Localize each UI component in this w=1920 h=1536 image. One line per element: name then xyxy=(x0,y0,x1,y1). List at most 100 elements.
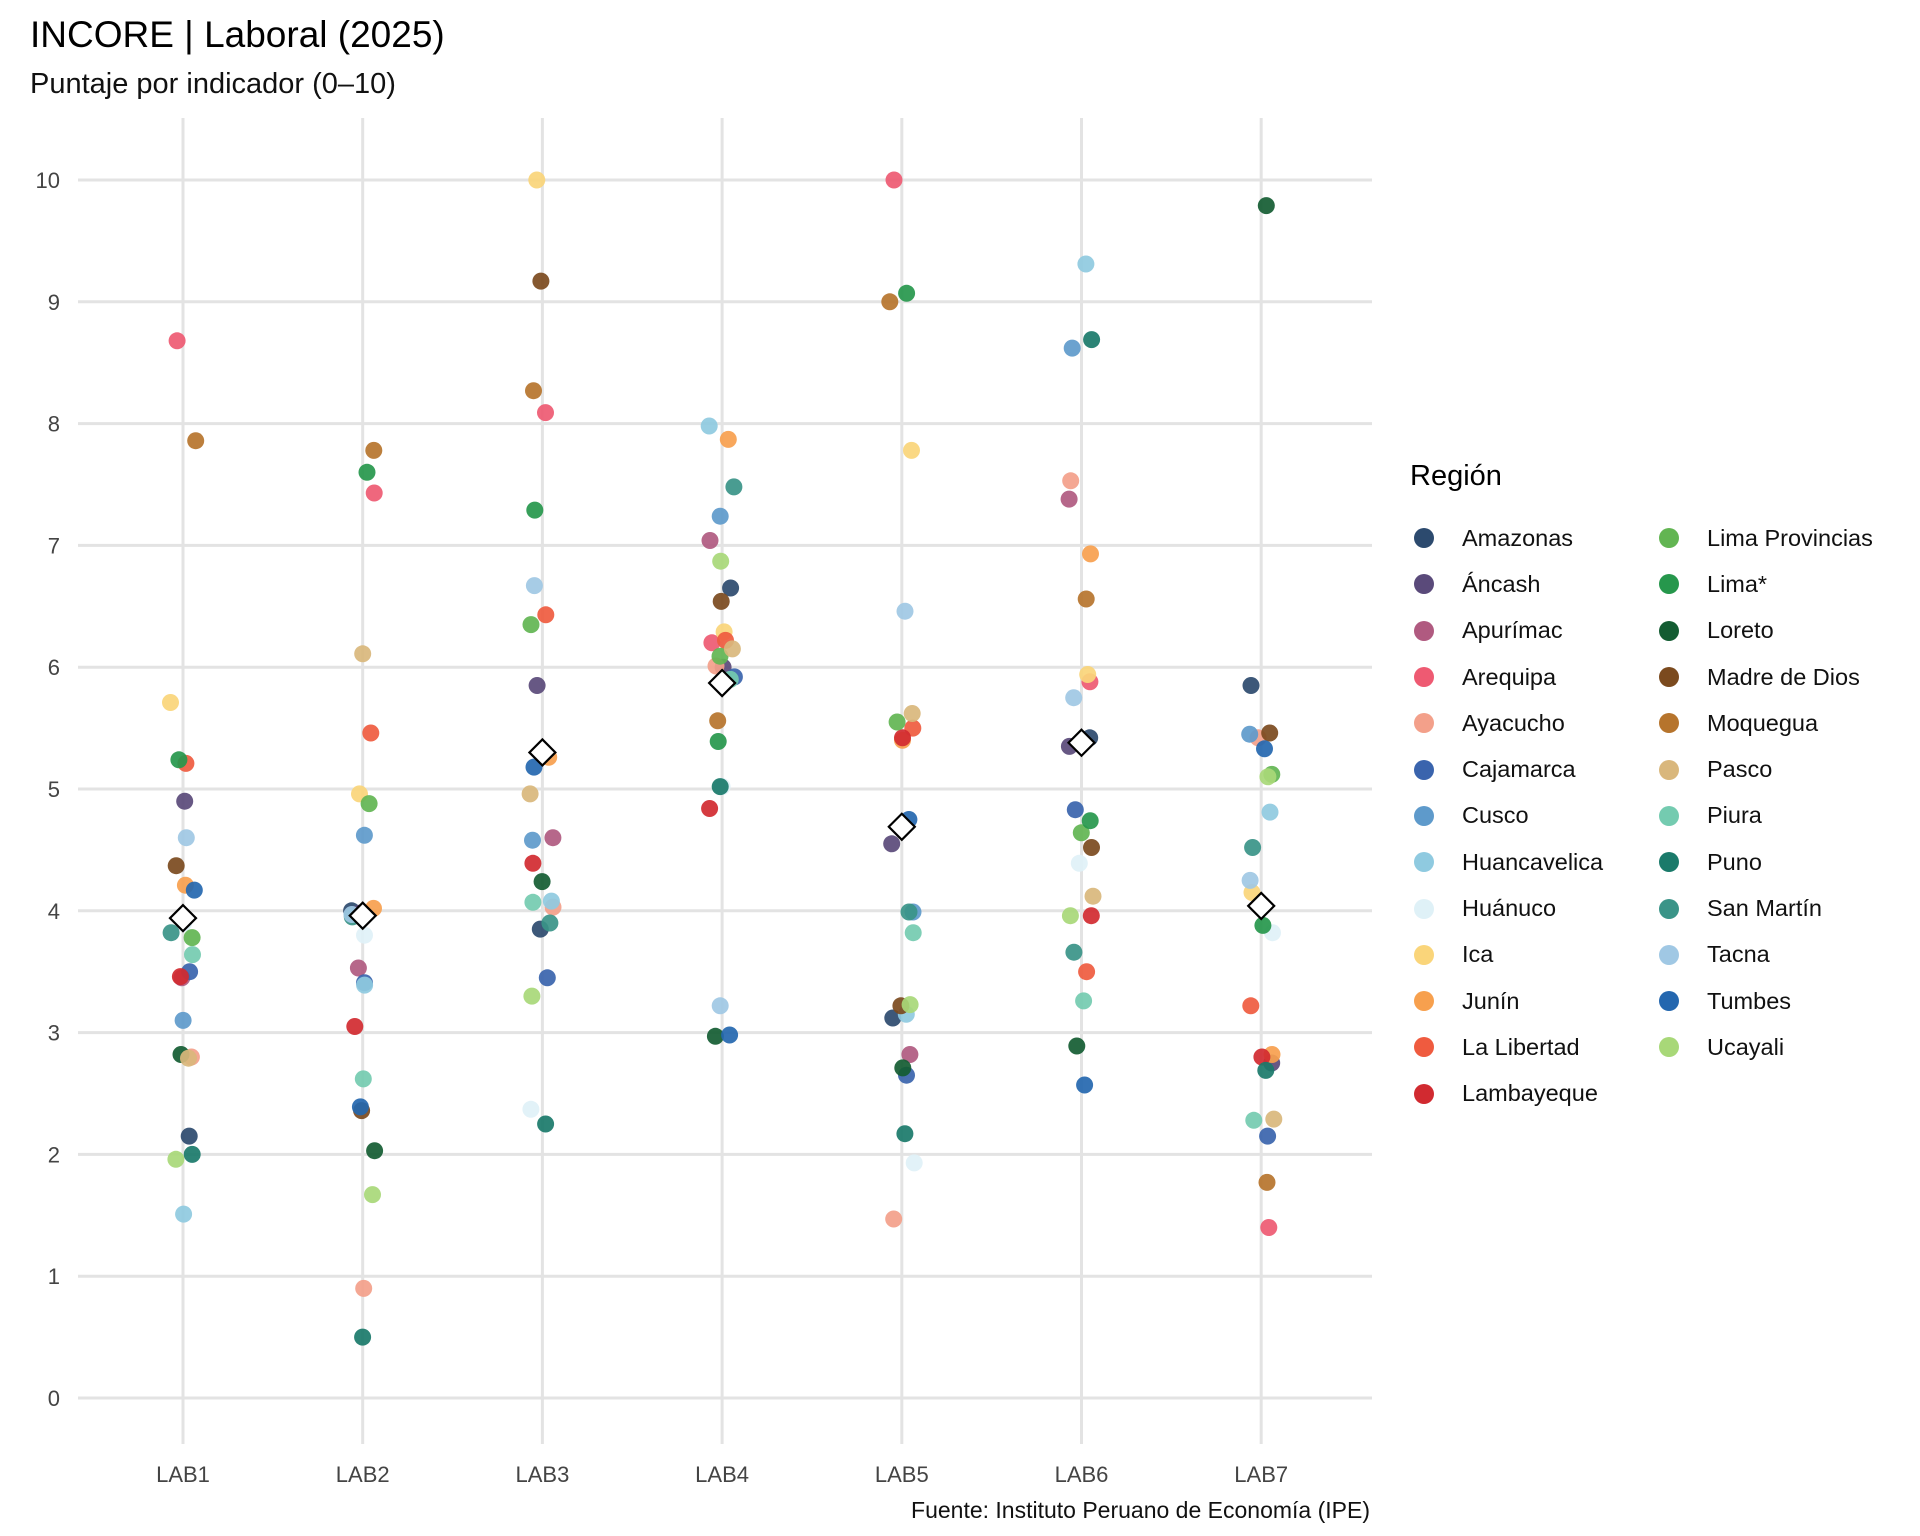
data-point xyxy=(881,293,899,311)
data-point xyxy=(354,645,372,663)
legend-swatch xyxy=(1414,944,1434,965)
legend-item: La Libertad xyxy=(1410,1024,1655,1070)
legend-swatch xyxy=(1659,1037,1679,1058)
legend-label: Madre de Dios xyxy=(1707,663,1860,690)
data-point xyxy=(187,432,205,450)
data-point xyxy=(885,171,903,189)
legend-item: Junín xyxy=(1410,978,1655,1024)
data-point xyxy=(525,577,543,595)
legend-item: Piura xyxy=(1655,793,1890,839)
data-point xyxy=(1077,590,1095,608)
mean-marker xyxy=(527,737,557,768)
data-point xyxy=(1241,871,1259,889)
legend-label: Cajamarca xyxy=(1462,756,1576,783)
data-point xyxy=(883,835,901,853)
legend-swatch xyxy=(1659,805,1679,826)
data-point xyxy=(171,968,189,986)
mean-marker xyxy=(1066,728,1097,758)
data-point xyxy=(709,733,727,750)
data-point xyxy=(537,606,555,624)
legend-label: Huancavelica xyxy=(1462,848,1604,875)
legend-swatch xyxy=(1659,944,1679,965)
data-point xyxy=(701,800,719,817)
data-point xyxy=(903,441,920,459)
data-point xyxy=(1078,963,1096,981)
data-point xyxy=(167,1150,185,1168)
data-point xyxy=(700,417,718,435)
data-point xyxy=(1259,1127,1277,1145)
legend-swatch xyxy=(1659,852,1679,873)
legend-title: Región xyxy=(1410,460,1502,492)
legend-item: Lima Provincias xyxy=(1655,515,1890,561)
data-point xyxy=(528,677,546,694)
data-point xyxy=(360,795,378,813)
data-point xyxy=(900,903,918,921)
x-tick-label: LAB7 xyxy=(1234,1462,1288,1487)
data-point xyxy=(162,694,179,711)
legend-label: Apurímac xyxy=(1462,617,1563,644)
data-point xyxy=(1258,1173,1276,1191)
data-point xyxy=(1077,255,1095,273)
data-point xyxy=(884,1009,902,1027)
data-point xyxy=(177,829,195,847)
data-point xyxy=(162,924,180,942)
legend-item: Loreto xyxy=(1655,608,1890,654)
data-point xyxy=(885,1210,903,1228)
legend-label: Pasco xyxy=(1707,756,1773,783)
data-point xyxy=(1061,907,1079,925)
data-point xyxy=(1082,907,1100,925)
data-point xyxy=(898,284,916,302)
legend-item: Lima* xyxy=(1655,561,1890,607)
data-point xyxy=(706,1027,724,1045)
x-tick-label: LAB6 xyxy=(1055,1462,1109,1487)
legend-swatch xyxy=(1659,667,1679,688)
legend-label: Ucayali xyxy=(1707,1033,1785,1060)
data-point xyxy=(888,713,906,731)
data-point xyxy=(183,929,201,947)
data-point xyxy=(711,997,729,1015)
mean-marker xyxy=(707,668,737,698)
y-tick-label: 9 xyxy=(48,290,60,315)
legend-swatch xyxy=(1659,713,1679,734)
data-point xyxy=(185,881,203,899)
y-tick-label: 5 xyxy=(48,777,60,802)
data-point xyxy=(901,996,919,1014)
data-point xyxy=(523,987,541,1005)
legend-item: Lambayeque xyxy=(1410,1071,1655,1117)
chart-subtitle: Puntaje por indicador (0–10) xyxy=(30,68,396,100)
data-point xyxy=(354,1328,372,1346)
data-point xyxy=(1257,197,1275,215)
data-point xyxy=(167,857,185,875)
data-point xyxy=(894,729,911,747)
data-point xyxy=(176,792,194,810)
legend-swatch xyxy=(1659,574,1679,595)
data-point xyxy=(544,829,562,847)
legend-item: Huánuco xyxy=(1410,885,1655,931)
data-point xyxy=(365,484,383,502)
legend-label: Arequipa xyxy=(1462,663,1557,690)
legend-label: Puno xyxy=(1707,848,1762,875)
data-point xyxy=(905,1154,923,1172)
legend-item: Moquegua xyxy=(1655,700,1890,746)
legend-label: San Martín xyxy=(1707,895,1822,922)
legend-swatch xyxy=(1414,759,1434,780)
data-point xyxy=(537,1115,555,1133)
y-tick-label: 1 xyxy=(48,1264,60,1289)
data-point xyxy=(524,893,542,911)
data-point xyxy=(521,785,539,803)
legend-swatch xyxy=(1659,759,1679,780)
legend-item: Ayacucho xyxy=(1410,700,1655,746)
mean-marker xyxy=(168,903,198,933)
data-point xyxy=(1075,992,1093,1010)
legend-swatch xyxy=(1414,574,1434,595)
data-point xyxy=(356,926,373,944)
data-point xyxy=(524,854,542,872)
data-point xyxy=(1265,1110,1283,1128)
data-point xyxy=(1068,1037,1086,1055)
legend-label: Piura xyxy=(1707,802,1762,829)
data-point xyxy=(364,1186,381,1204)
data-point xyxy=(174,1011,192,1029)
legend-item: Áncash xyxy=(1410,561,1655,607)
data-point xyxy=(709,712,727,730)
y-axis: 0 1 2 3 4 5 6 7 8 9 10 xyxy=(36,168,60,1411)
